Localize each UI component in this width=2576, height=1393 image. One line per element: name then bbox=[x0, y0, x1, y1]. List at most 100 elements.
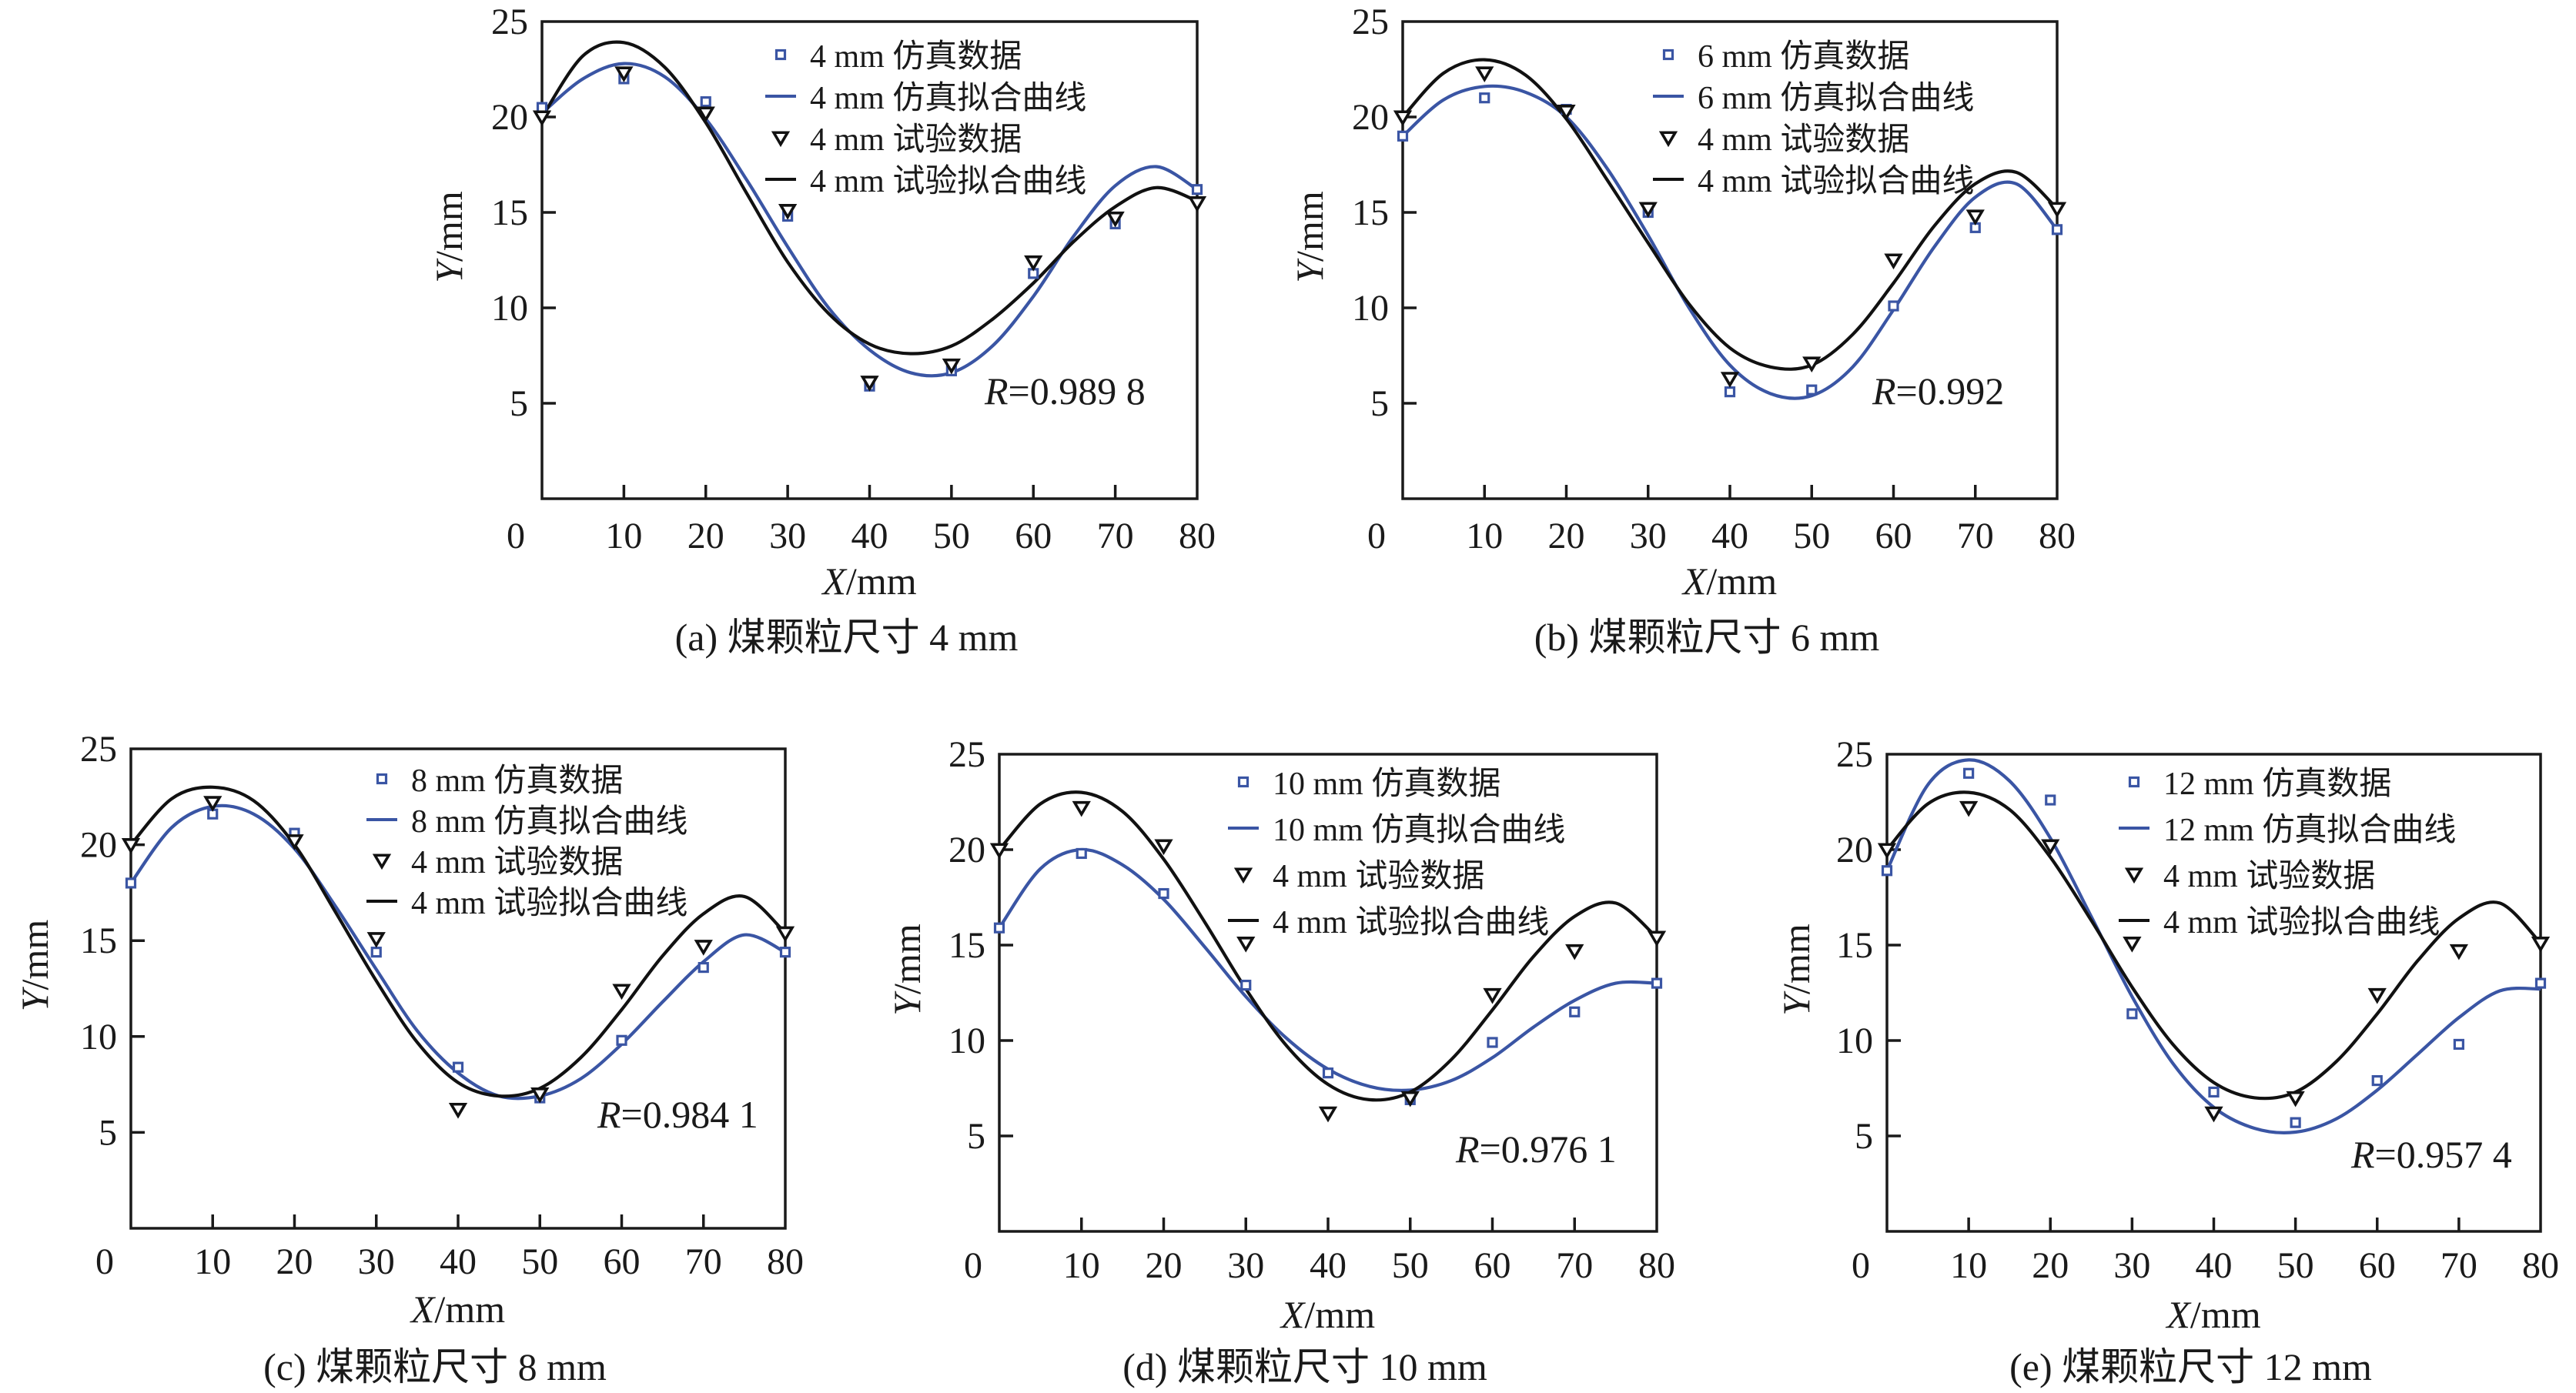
legend-triangle-marker-icon bbox=[372, 854, 392, 870]
legend-label: 8 mm 仿真拟合曲线 bbox=[411, 804, 687, 840]
legend-label: 4 mm 试验拟合曲线 bbox=[1273, 904, 1549, 940]
simulation-data-point bbox=[2045, 794, 2056, 806]
y-tick-label: 20 bbox=[1352, 97, 1389, 138]
x-tick-label: 50 bbox=[1392, 1245, 1429, 1286]
experiment-data-point bbox=[2449, 944, 2469, 960]
y-tick-label: 5 bbox=[1855, 1116, 1873, 1157]
simulation-data-point bbox=[2290, 1117, 2301, 1128]
y-tick-label: 15 bbox=[1836, 925, 1873, 966]
y-axis-label-unit: /mm bbox=[885, 924, 928, 994]
y-tick-label: 10 bbox=[491, 288, 528, 329]
y-tick-label: 5 bbox=[967, 1116, 985, 1157]
plot-area bbox=[999, 790, 1657, 1102]
legend-item: 4 mm 试验拟合曲线 bbox=[765, 163, 1086, 199]
simulation-data-point bbox=[452, 1061, 464, 1073]
experiment-data-point bbox=[1187, 196, 1207, 212]
x-tick-label: 70 bbox=[685, 1241, 722, 1282]
legend: 10 mm 仿真数据 10 mm 仿真拟合曲线 4 mm 试验数据 4 mm 试验拟合… bbox=[1228, 767, 1565, 940]
experiment-data-point bbox=[1959, 800, 1979, 817]
correlation-label: R=0.957 4 bbox=[2350, 1133, 2512, 1176]
experiment-data-point bbox=[2041, 839, 2060, 856]
simulation-data-point bbox=[125, 877, 137, 889]
correlation-symbol: R bbox=[2350, 1133, 2375, 1176]
x-tick-label: 70 bbox=[2441, 1245, 2477, 1286]
x-tick-label: 10 bbox=[1950, 1245, 1987, 1286]
legend-label: 4 mm 试验数据 bbox=[2163, 858, 2375, 894]
simulation-data-point bbox=[1806, 384, 1818, 396]
y-tick-label: 20 bbox=[1836, 830, 1873, 870]
y-axis-label: Y/mm bbox=[13, 920, 56, 1012]
simulation-data-point bbox=[370, 947, 382, 958]
simulation-data-point bbox=[993, 922, 1005, 934]
simulation-data-point bbox=[616, 1034, 627, 1046]
x-tick-label: 0 bbox=[1852, 1245, 1870, 1286]
simulation-fit-curve bbox=[131, 803, 785, 1101]
y-tick-label: 10 bbox=[948, 1021, 985, 1061]
experiment-data-point bbox=[532, 110, 552, 127]
experiment-data-point bbox=[1720, 372, 1740, 388]
experiment-data-point bbox=[694, 940, 713, 956]
experiment-data-point bbox=[614, 66, 634, 83]
legend-item: 10 mm 仿真拟合曲线 bbox=[1228, 813, 1565, 848]
x-tick-label: 0 bbox=[1367, 516, 1386, 556]
legend-item: 12 mm 仿真拟合曲线 bbox=[2119, 813, 2456, 848]
correlation-label: R=0.984 1 bbox=[597, 1093, 758, 1136]
x-tick-label: 10 bbox=[1063, 1245, 1100, 1286]
chart-caption: (d) 煤颗粒尺寸 10 mm bbox=[1122, 1345, 1487, 1388]
legend-square-marker-icon bbox=[1237, 776, 1250, 788]
x-axis-label-unit: /mm bbox=[434, 1288, 505, 1331]
simulation-fit-curve bbox=[1887, 758, 2541, 1134]
chart-caption: (a) 煤颗粒尺寸 4 mm bbox=[675, 616, 1019, 659]
experiment-data-point bbox=[989, 843, 1009, 860]
legend-item: 8 mm 仿真拟合曲线 bbox=[366, 804, 687, 840]
y-axis-label-var: Y bbox=[427, 258, 470, 283]
x-tick-label: 70 bbox=[1957, 516, 1994, 556]
y-tick-label: 15 bbox=[1352, 192, 1389, 233]
x-tick-label: 20 bbox=[1146, 1245, 1183, 1286]
correlation-value: =0.976 1 bbox=[1480, 1127, 1617, 1171]
legend-label: 4 mm 试验拟合曲线 bbox=[1698, 163, 1974, 199]
simulation-data-point bbox=[698, 961, 709, 974]
simulation-data-point bbox=[1240, 979, 1252, 991]
legend-square-marker-icon bbox=[2128, 776, 2140, 788]
y-axis-label-var: Y bbox=[1288, 258, 1331, 283]
y-axis-label-var: Y bbox=[1775, 990, 1818, 1016]
legend-label: 4 mm 试验数据 bbox=[411, 844, 623, 880]
plot-area bbox=[1887, 758, 2541, 1134]
correlation-value: =0.989 8 bbox=[1009, 369, 1146, 413]
experiment-data-point bbox=[2123, 936, 2142, 953]
y-tick-label: 15 bbox=[80, 920, 117, 961]
experiment-data-point bbox=[1400, 1091, 1420, 1107]
correlation-symbol: R bbox=[597, 1093, 621, 1136]
y-axis-label-unit: /mm bbox=[13, 920, 56, 990]
experiment-fit-curve bbox=[1403, 58, 2057, 371]
simulation-data-point bbox=[1158, 887, 1169, 900]
simulation-data-point bbox=[1479, 92, 1490, 104]
experiment-data-point bbox=[121, 838, 141, 854]
legend-item: 4 mm 试验数据 bbox=[771, 122, 1022, 158]
x-tick-label: 80 bbox=[2039, 516, 2076, 556]
experiment-data-point bbox=[1802, 356, 1822, 373]
x-tick-label: 50 bbox=[1793, 516, 1830, 556]
legend-triangle-marker-icon bbox=[1233, 867, 1253, 884]
plot-area bbox=[1403, 58, 2057, 400]
y-tick-label: 10 bbox=[1352, 288, 1389, 329]
simulation-data-point bbox=[1397, 130, 1409, 142]
experiment-data-point bbox=[2047, 202, 2067, 219]
x-tick-label: 60 bbox=[1474, 1245, 1511, 1286]
y-tick-label: 20 bbox=[80, 825, 117, 866]
y-tick-label: 25 bbox=[1836, 734, 1873, 775]
legend-label: 4 mm 试验数据 bbox=[1698, 122, 1909, 158]
x-tick-label: 30 bbox=[1630, 516, 1667, 556]
x-tick-label: 0 bbox=[507, 516, 525, 556]
experiment-data-point bbox=[1647, 930, 1667, 947]
x-tick-label: 10 bbox=[605, 516, 642, 556]
experiment-data-point bbox=[860, 376, 879, 392]
x-axis-label-unit: /mm bbox=[1706, 560, 1777, 603]
correlation-label: R=0.989 8 bbox=[984, 369, 1146, 413]
legend-item: 4 mm 试验数据 bbox=[372, 844, 623, 880]
simulation-data-point bbox=[1888, 300, 1899, 312]
